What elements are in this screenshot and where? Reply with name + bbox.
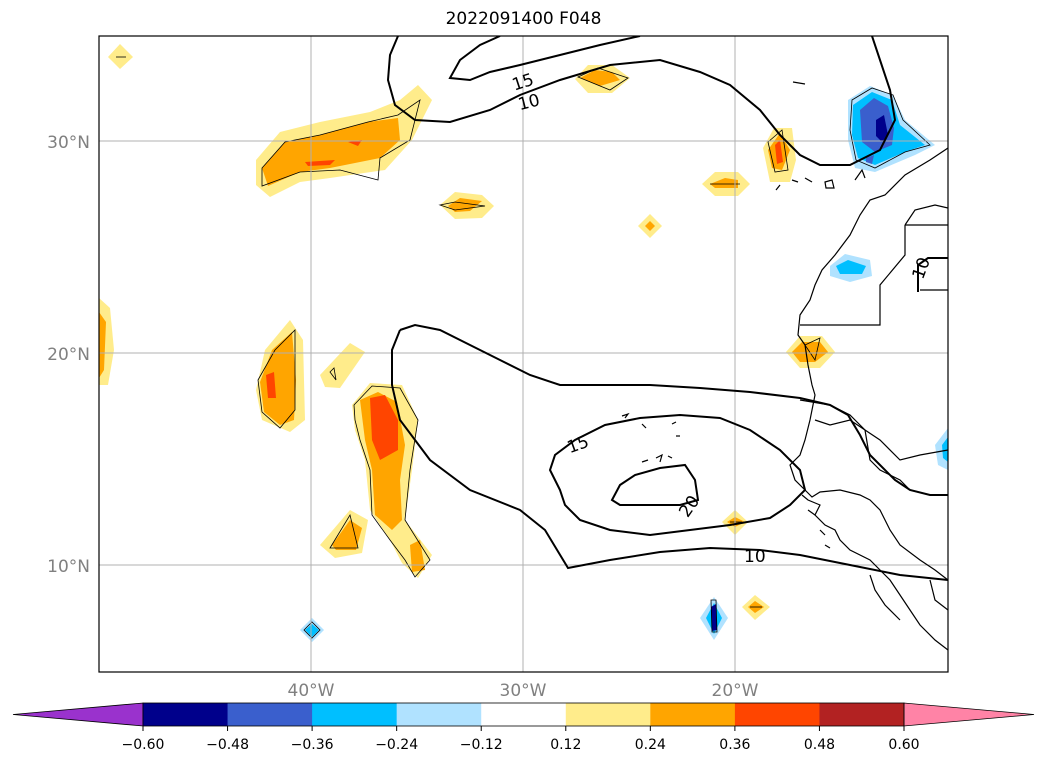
map-plot-area: 15 10 15 20 10 10 xyxy=(99,36,948,672)
shading-outlines xyxy=(116,56,931,639)
thick-contours xyxy=(386,36,948,581)
contour-label-15-south: 15 xyxy=(565,432,592,458)
colorbar-extend-low xyxy=(12,702,144,727)
latitude-labels: 30°N 20°N 10°N xyxy=(47,133,90,577)
colorbar-tick-label: −0.60 xyxy=(122,737,165,753)
colorbar-segment xyxy=(734,703,820,726)
lon-label-30w: 30°W xyxy=(500,681,547,701)
lon-label-20w: 20°W xyxy=(712,681,759,701)
colorbar-tick-label: −0.48 xyxy=(206,737,249,753)
shading-light-yellow xyxy=(99,44,835,620)
colorbar-tick-label: 0.24 xyxy=(635,737,666,753)
contour-label-10-south: 10 xyxy=(744,547,766,567)
lat-label-30n: 30°N xyxy=(47,133,90,153)
colorbar-segment xyxy=(565,703,651,726)
colorbar-tick-label: −0.36 xyxy=(291,737,334,753)
lat-label-10n: 10°N xyxy=(47,557,90,577)
colorbar-segment xyxy=(650,703,736,726)
colorbar-tick-label: −0.24 xyxy=(375,737,418,753)
colorbar: −0.60 −0.48 −0.36 −0.24 −0.12 0.12 0.24 0.36 0.4… xyxy=(12,702,1035,753)
colorbar-extend-high xyxy=(903,702,1035,727)
colorbar-segment xyxy=(481,703,567,726)
lat-label-20n: 20°N xyxy=(47,345,90,365)
colorbar-tick-label: 0.48 xyxy=(804,737,835,753)
lon-label-40w: 40°W xyxy=(288,681,335,701)
colorbar-tick-label: 0.36 xyxy=(719,737,750,753)
contour-label-10-north: 10 xyxy=(516,90,542,115)
contour-label-20: 20 xyxy=(675,492,704,521)
colorbar-segment xyxy=(819,703,905,726)
longitude-labels: 40°W 30°W 20°W xyxy=(288,681,759,701)
colorbar-outline xyxy=(142,702,905,727)
colorbar-segment xyxy=(143,703,229,726)
colorbar-tick-label: 0.60 xyxy=(888,737,919,753)
colorbar-segment xyxy=(396,703,482,726)
colorbar-tick-label: −0.12 xyxy=(460,737,503,753)
map-frame xyxy=(98,35,949,673)
colorbar-segment xyxy=(227,703,313,726)
shading-red-orange xyxy=(266,140,783,460)
map-title: 2022091400 F048 xyxy=(445,9,602,29)
shading-navy xyxy=(711,115,888,631)
colorbar-segment xyxy=(312,703,398,726)
colorbar-tick-label: 0.12 xyxy=(550,737,581,753)
